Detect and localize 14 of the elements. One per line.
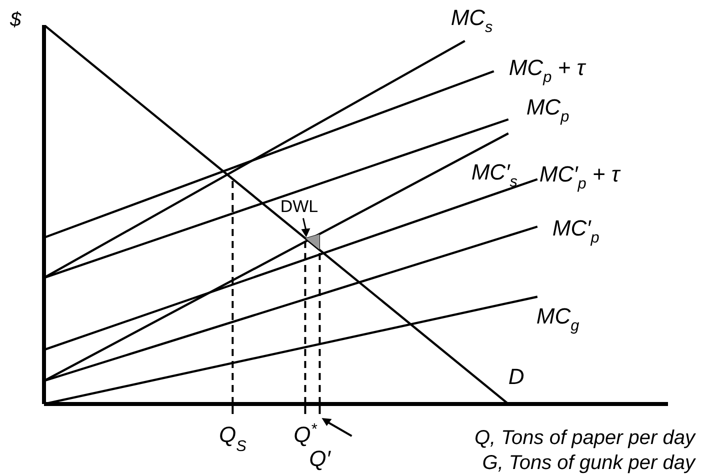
x-tick-label: Q$^{*}$: [294, 420, 318, 447]
series-label: MC′$_{p}$: [552, 215, 600, 246]
x-tick-label: Q$_{S}$: [218, 422, 248, 454]
series-label: MC$_{p}$: [526, 94, 570, 125]
annotation: DWL: [280, 197, 318, 216]
x-axis-title: Q, Tons of paper per day G, Tons of gunk per day: [474, 427, 696, 474]
series-label: MC$_{s}$: [450, 4, 494, 36]
y-axis-title: $: [9, 9, 22, 31]
x-tick-label: Q′: [309, 446, 332, 471]
series-label: MC′$_{p}$ + τ: [539, 161, 622, 192]
series-label: MC′$_{s}$: [471, 159, 518, 190]
series-label: D: [508, 364, 524, 389]
series-label: MC$_{g}$: [536, 304, 580, 334]
series-label: MC$_{p}$ + τ: [508, 55, 587, 86]
